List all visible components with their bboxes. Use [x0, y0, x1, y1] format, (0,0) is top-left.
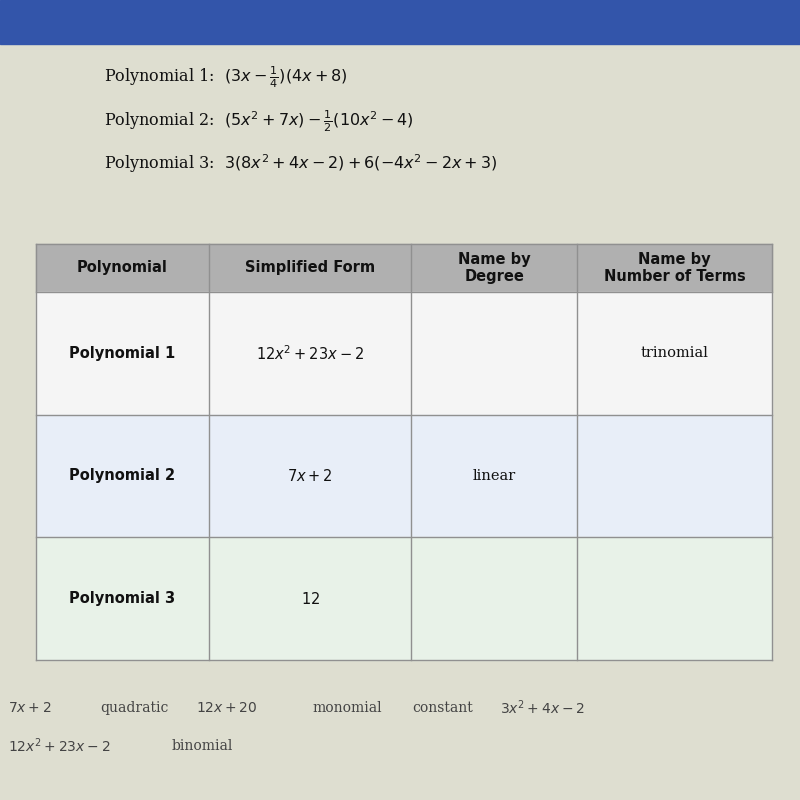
Text: constant: constant: [412, 701, 473, 715]
Bar: [36, 244, 209, 292]
Bar: [36, 414, 209, 538]
Text: linear: linear: [473, 469, 516, 483]
Text: Polynomial 3:  $3(8x^2 + 4x - 2) + 6(-4x^2 - 2x + 3)$: Polynomial 3: $3(8x^2 + 4x - 2) + 6(-4x^…: [104, 152, 498, 174]
Text: $3x^2 + 4x - 2$: $3x^2 + 4x - 2$: [500, 698, 585, 718]
Bar: [209, 292, 411, 414]
Bar: [209, 244, 411, 292]
Text: $12x^2 + 23x - 2$: $12x^2 + 23x - 2$: [256, 344, 364, 362]
Bar: [411, 538, 577, 660]
Bar: [209, 538, 411, 660]
Text: Polynomial 3: Polynomial 3: [70, 591, 175, 606]
Bar: [36, 292, 209, 414]
Bar: [209, 414, 411, 538]
Bar: [411, 414, 577, 538]
Text: Polynomial: Polynomial: [77, 261, 168, 275]
Text: monomial: monomial: [312, 701, 382, 715]
Text: Name by
Number of Terms: Name by Number of Terms: [604, 252, 746, 284]
Bar: [36, 538, 209, 660]
Text: $7x + 2$: $7x + 2$: [287, 468, 333, 484]
Bar: [0, 0, 800, 44]
Text: $12x + 20$: $12x + 20$: [196, 701, 258, 715]
Text: binomial: binomial: [172, 738, 234, 753]
Text: Polynomial 1: Polynomial 1: [70, 346, 176, 361]
Text: trinomial: trinomial: [641, 346, 709, 360]
Text: Name by
Degree: Name by Degree: [458, 252, 530, 284]
Text: Polynomial 1:  $(3x - \frac{1}{4})(4x + 8)$: Polynomial 1: $(3x - \frac{1}{4})(4x + 8…: [104, 64, 348, 90]
Bar: [577, 244, 772, 292]
Text: $12$: $12$: [301, 590, 320, 606]
Bar: [577, 538, 772, 660]
Bar: [411, 244, 577, 292]
Text: $12x^2 + 23x - 2$: $12x^2 + 23x - 2$: [8, 736, 110, 755]
Text: Polynomial 2: Polynomial 2: [70, 469, 175, 483]
Bar: [577, 292, 772, 414]
Text: $7x + 2$: $7x + 2$: [8, 701, 51, 715]
Bar: [577, 414, 772, 538]
Text: quadratic: quadratic: [100, 701, 168, 715]
Text: Simplified Form: Simplified Form: [245, 261, 375, 275]
Text: Polynomial 2:  $(5x^2 + 7x) - \frac{1}{2}(10x^2 - 4)$: Polynomial 2: $(5x^2 + 7x) - \frac{1}{2}…: [104, 108, 414, 134]
Bar: [411, 292, 577, 414]
